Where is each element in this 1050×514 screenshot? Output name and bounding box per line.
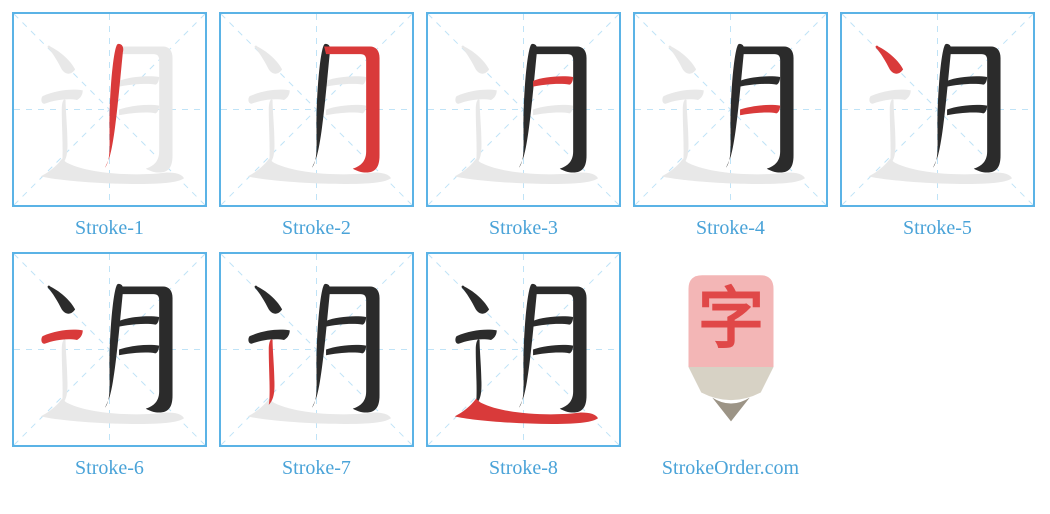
stroke-1 bbox=[312, 284, 330, 408]
stroke-3 bbox=[326, 76, 366, 86]
stroke-tile bbox=[426, 12, 621, 207]
character-glyph bbox=[221, 254, 412, 445]
stroke-tile bbox=[426, 252, 621, 447]
character-glyph bbox=[428, 14, 619, 205]
stroke-tile bbox=[840, 12, 1035, 207]
stroke-6 bbox=[41, 90, 82, 104]
stroke-6 bbox=[869, 90, 910, 104]
stroke-7 bbox=[476, 99, 482, 164]
stroke-tile bbox=[633, 12, 828, 207]
stroke-7 bbox=[890, 99, 896, 164]
stroke-7 bbox=[62, 99, 68, 164]
stroke-4 bbox=[326, 105, 366, 115]
character-glyph bbox=[635, 14, 826, 205]
stroke-4 bbox=[533, 345, 573, 355]
logo-panel: 字 StrokeOrder.com bbox=[633, 252, 828, 480]
character-glyph bbox=[842, 14, 1033, 205]
stroke-5 bbox=[876, 46, 904, 74]
stroke-4 bbox=[119, 105, 159, 115]
logo-icon: 字 bbox=[646, 265, 816, 435]
stroke-3 bbox=[947, 76, 987, 86]
stroke-1 bbox=[312, 44, 330, 168]
stroke-1 bbox=[519, 44, 537, 168]
stroke-caption: Stroke-6 bbox=[75, 457, 144, 480]
stroke-panel-4: Stroke-4 bbox=[633, 12, 828, 240]
stroke-3 bbox=[119, 76, 159, 86]
stroke-5 bbox=[669, 46, 697, 74]
stroke-caption: Stroke-1 bbox=[75, 217, 144, 240]
stroke-caption: Stroke-2 bbox=[282, 217, 351, 240]
stroke-1 bbox=[933, 44, 951, 168]
stroke-5 bbox=[255, 46, 283, 74]
stroke-3 bbox=[326, 316, 366, 326]
stroke-caption: Stroke-3 bbox=[489, 217, 558, 240]
stroke-7 bbox=[476, 339, 482, 404]
stroke-caption: Stroke-8 bbox=[489, 457, 558, 480]
stroke-tile bbox=[12, 12, 207, 207]
stroke-tile bbox=[12, 252, 207, 447]
logo-character: 字 bbox=[697, 283, 763, 356]
site-label: StrokeOrder.com bbox=[662, 457, 799, 480]
stroke-7 bbox=[269, 99, 275, 164]
stroke-4 bbox=[740, 105, 780, 115]
stroke-6 bbox=[41, 330, 82, 344]
site-logo: 字 bbox=[633, 252, 828, 447]
stroke-5 bbox=[255, 286, 283, 314]
stroke-5 bbox=[48, 286, 76, 314]
character-glyph bbox=[14, 14, 205, 205]
stroke-panel-2: Stroke-2 bbox=[219, 12, 414, 240]
stroke-1 bbox=[519, 284, 537, 408]
character-glyph bbox=[428, 254, 619, 445]
stroke-7 bbox=[62, 339, 68, 404]
stroke-1 bbox=[105, 284, 123, 408]
stroke-3 bbox=[533, 316, 573, 326]
character-glyph bbox=[221, 14, 412, 205]
stroke-5 bbox=[462, 286, 490, 314]
stroke-panel-8: Stroke-8 bbox=[426, 252, 621, 480]
stroke-6 bbox=[455, 330, 496, 344]
stroke-caption: Stroke-4 bbox=[696, 217, 765, 240]
stroke-7 bbox=[269, 339, 275, 404]
stroke-3 bbox=[740, 76, 780, 86]
stroke-caption: Stroke-5 bbox=[903, 217, 972, 240]
stroke-3 bbox=[119, 316, 159, 326]
stroke-1 bbox=[726, 44, 744, 168]
stroke-4 bbox=[326, 345, 366, 355]
stroke-7 bbox=[683, 99, 689, 164]
stroke-6 bbox=[248, 330, 289, 344]
stroke-4 bbox=[119, 345, 159, 355]
stroke-1 bbox=[105, 44, 123, 168]
stroke-3 bbox=[533, 76, 573, 86]
stroke-5 bbox=[462, 46, 490, 74]
stroke-6 bbox=[662, 90, 703, 104]
stroke-panel-5: Stroke-5 bbox=[840, 12, 1035, 240]
stroke-panel-6: Stroke-6 bbox=[12, 252, 207, 480]
stroke-panel-7: Stroke-7 bbox=[219, 252, 414, 480]
stroke-panel-3: Stroke-3 bbox=[426, 12, 621, 240]
stroke-4 bbox=[947, 105, 987, 115]
stroke-panel-1: Stroke-1 bbox=[12, 12, 207, 240]
character-glyph bbox=[14, 254, 205, 445]
stroke-tile bbox=[219, 252, 414, 447]
stroke-6 bbox=[248, 90, 289, 104]
stroke-order-grid: Stroke-1 Stroke-2 Stroke-3 bbox=[12, 12, 1038, 480]
stroke-6 bbox=[455, 90, 496, 104]
stroke-tile bbox=[219, 12, 414, 207]
stroke-caption: Stroke-7 bbox=[282, 457, 351, 480]
stroke-5 bbox=[48, 46, 76, 74]
stroke-4 bbox=[533, 105, 573, 115]
